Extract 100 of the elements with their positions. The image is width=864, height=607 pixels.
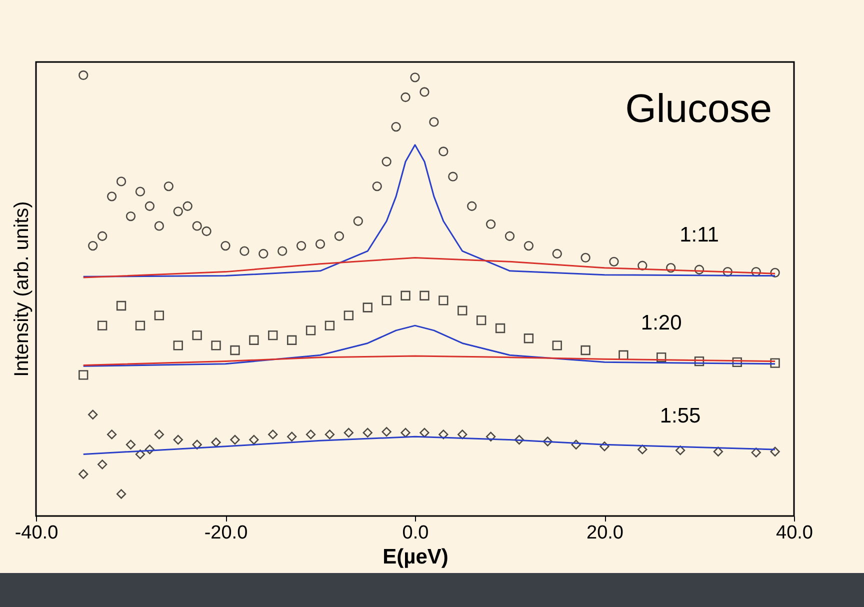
point xyxy=(78,70,88,80)
point xyxy=(486,432,496,442)
point xyxy=(438,296,448,306)
point xyxy=(296,240,306,251)
point xyxy=(438,430,448,440)
point xyxy=(286,335,297,345)
point xyxy=(116,300,126,311)
point xyxy=(211,438,221,448)
point xyxy=(192,221,202,231)
series-label: 1:55 xyxy=(660,404,701,428)
point xyxy=(362,302,372,312)
point xyxy=(400,92,410,102)
point xyxy=(249,434,259,445)
point xyxy=(770,268,780,278)
point xyxy=(315,239,326,249)
point xyxy=(192,440,202,450)
point xyxy=(78,370,88,380)
point xyxy=(467,201,477,211)
point xyxy=(306,430,316,440)
point xyxy=(458,430,468,440)
point xyxy=(240,246,250,256)
point xyxy=(486,219,496,230)
point xyxy=(173,434,183,445)
point xyxy=(249,335,259,345)
point xyxy=(230,345,240,356)
point xyxy=(97,320,108,330)
series-label: 1:20 xyxy=(640,311,682,334)
point xyxy=(135,186,146,196)
point xyxy=(182,201,192,211)
point xyxy=(88,410,98,420)
point xyxy=(144,201,155,211)
point xyxy=(391,122,401,132)
point xyxy=(306,326,316,336)
point xyxy=(192,330,202,340)
point xyxy=(675,445,686,456)
point xyxy=(220,240,230,251)
x-axis-title: E(µeV) xyxy=(382,546,448,568)
x-tick-label: -40.0 xyxy=(14,522,58,544)
point xyxy=(420,428,430,438)
point xyxy=(694,264,704,274)
point xyxy=(732,357,742,368)
point xyxy=(324,430,335,440)
point xyxy=(609,256,619,266)
point xyxy=(476,315,486,326)
point xyxy=(694,356,704,366)
point xyxy=(580,345,590,356)
point xyxy=(97,460,108,470)
point xyxy=(202,226,212,236)
point xyxy=(504,231,515,241)
point xyxy=(571,440,581,450)
x-tick-label: -20.0 xyxy=(204,522,248,544)
annotation: Glucose xyxy=(625,87,772,131)
point xyxy=(78,469,88,479)
point xyxy=(211,340,221,350)
point xyxy=(116,489,126,499)
point xyxy=(164,181,174,192)
point xyxy=(372,181,382,192)
point xyxy=(144,444,155,454)
point xyxy=(438,146,448,156)
point xyxy=(344,428,354,438)
point xyxy=(382,296,392,306)
series-label: 1:11 xyxy=(680,224,719,247)
point xyxy=(135,320,146,330)
point xyxy=(552,340,562,350)
point xyxy=(154,310,164,320)
point xyxy=(600,442,610,452)
point xyxy=(542,436,552,446)
point xyxy=(173,340,183,350)
point xyxy=(552,248,562,259)
point xyxy=(656,352,666,362)
point xyxy=(382,426,392,437)
point xyxy=(429,117,439,127)
point xyxy=(580,252,590,263)
point xyxy=(268,330,278,340)
x-tick-label: 20.0 xyxy=(586,522,624,544)
point xyxy=(448,172,458,182)
point xyxy=(524,334,534,344)
point xyxy=(420,290,430,300)
point xyxy=(362,428,372,438)
point xyxy=(88,240,98,251)
y-axis-title: Intensity (arb. units) xyxy=(11,201,33,377)
point xyxy=(173,206,183,216)
point xyxy=(324,320,335,330)
point xyxy=(514,434,524,445)
point xyxy=(495,323,506,334)
point xyxy=(410,72,420,82)
point xyxy=(286,432,297,442)
point xyxy=(524,240,534,251)
point xyxy=(268,430,278,440)
point xyxy=(106,192,117,202)
point xyxy=(400,428,410,438)
x-tick-label: 40.0 xyxy=(776,522,813,544)
point xyxy=(353,216,363,226)
point xyxy=(751,448,761,458)
point xyxy=(258,248,268,259)
point xyxy=(97,231,108,241)
point xyxy=(126,211,136,222)
point xyxy=(770,358,780,368)
point xyxy=(420,87,430,97)
point xyxy=(334,231,344,241)
